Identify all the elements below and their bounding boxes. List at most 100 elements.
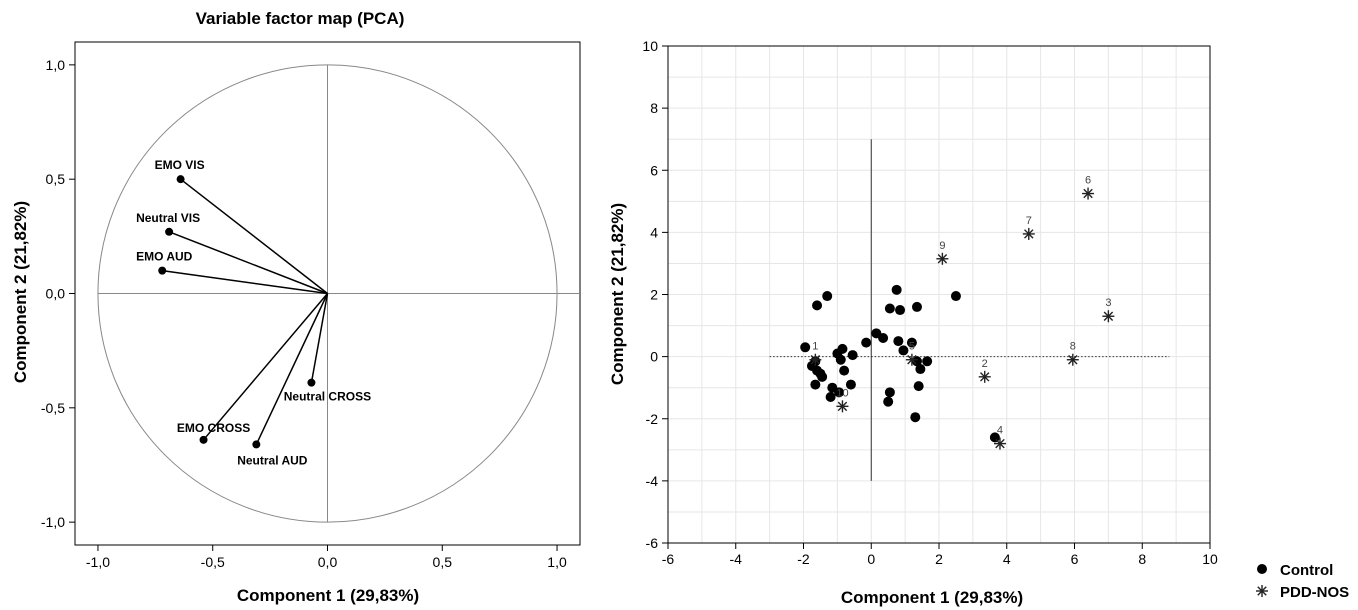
- control-point: [898, 345, 909, 356]
- control-point: [835, 354, 846, 365]
- pdd-nos-point-label: 2: [982, 358, 988, 370]
- scatter-y-tick-label: -2: [646, 411, 659, 427]
- pdd-nos-point: [1022, 227, 1035, 240]
- pca-variable-vector: [180, 178, 328, 295]
- control-point: [910, 412, 921, 423]
- control-point: [878, 332, 889, 343]
- scatter-x-tick-label: -2: [797, 551, 810, 567]
- scatter-y-tick-label: 2: [650, 287, 658, 303]
- pca-title: Variable factor map (PCA): [196, 9, 405, 28]
- pca-y-tick-label: 0,5: [46, 171, 66, 187]
- pdd-nos-point-label: 4: [997, 425, 1003, 437]
- legend: Control PDD-NOS: [1256, 562, 1349, 601]
- legend-pdd-nos-label: PDD-NOS: [1280, 584, 1349, 601]
- pdd-nos-point-label: 5: [909, 341, 915, 353]
- pca-variable-label: EMO CROSS: [177, 421, 250, 435]
- scatter-y-axis-label: Component 2 (21,82%): [608, 203, 627, 385]
- control-point: [915, 364, 926, 375]
- control-point: [822, 291, 833, 302]
- scatter-y-tick-label: -6: [646, 535, 659, 551]
- pca-variable-label: EMO VIS: [155, 158, 205, 172]
- pdd-nos-point: [836, 400, 849, 413]
- control-point: [834, 387, 845, 398]
- pdd-nos-point-label: 10: [836, 387, 848, 399]
- control-point: [950, 291, 961, 302]
- scatter-x-tick-label: 8: [1138, 551, 1146, 567]
- pdd-nos-point: [993, 437, 1006, 450]
- control-point: [800, 342, 811, 353]
- scatter-y-tick-label: 0: [650, 349, 658, 365]
- individuals-scatter-plot: Component 1 (29,83%) Component 2 (21,82%…: [608, 38, 1218, 607]
- scatter-y-tick-label: 4: [650, 224, 658, 240]
- control-point: [891, 284, 902, 295]
- pdd-nos-point: [1082, 187, 1095, 200]
- pdd-nos-point-label: 8: [1070, 341, 1076, 353]
- control-point: [893, 336, 904, 347]
- control-point: [810, 379, 821, 390]
- scatter-x-tick-label: -6: [662, 551, 675, 567]
- control-point: [847, 350, 858, 361]
- pca-variable-point: [165, 227, 174, 236]
- pca-variable-label: Neutral CROSS: [284, 390, 371, 404]
- pca-y-tick-label: 0,0: [46, 286, 66, 302]
- scatter-x-tick-label: 2: [935, 551, 943, 567]
- pca-y-tick-label: 1,0: [46, 57, 66, 73]
- pca-variable-point: [158, 266, 167, 275]
- control-point: [911, 301, 922, 312]
- pdd-nos-point: [809, 353, 822, 366]
- pca-variable-vector: [202, 293, 329, 441]
- scatter-x-axis-label: Component 1 (29,83%): [841, 588, 1023, 607]
- scatter-y-tick-label: 8: [650, 100, 658, 116]
- control-point: [906, 337, 917, 348]
- control-point: [812, 300, 823, 311]
- pca-x-axis-label: Component 1 (29,83%): [237, 586, 419, 605]
- pca-variable-point: [176, 175, 185, 184]
- pca-y-tick-label: -0,5: [41, 400, 65, 416]
- pca-variable-vector: [168, 231, 328, 295]
- pca-variable-point: [307, 378, 316, 387]
- legend-control-label: Control: [1280, 562, 1333, 579]
- pca-x-tick-label: 0,5: [433, 554, 453, 570]
- pca-x-tick-label: 1,0: [547, 554, 567, 570]
- pdd-nos-point-label: 3: [1105, 297, 1111, 309]
- pca-x-tick-label: -1,0: [86, 554, 110, 570]
- scatter-x-tick-label: -4: [730, 551, 743, 567]
- scatter-x-tick-label: 4: [1003, 551, 1011, 567]
- pdd-nos-point: [936, 252, 949, 265]
- pdd-nos-point: [905, 353, 918, 366]
- legend-control-marker: [1257, 564, 1267, 574]
- control-point: [913, 381, 924, 392]
- control-point: [989, 432, 1000, 443]
- pca-variable-label: Neutral AUD: [237, 453, 308, 467]
- control-point: [895, 305, 906, 316]
- control-point: [884, 387, 895, 398]
- pca-y-axis-label: Component 2 (21,82%): [11, 201, 30, 383]
- pca-variable-vector: [255, 293, 329, 445]
- control-point: [837, 343, 848, 354]
- pca-x-tick-label: -0,5: [201, 554, 225, 570]
- scatter-y-tick-label: -4: [646, 473, 659, 489]
- control-point: [922, 356, 933, 367]
- control-point: [884, 303, 895, 314]
- pca-x-tick-label: 0,0: [318, 554, 338, 570]
- control-point: [845, 379, 856, 390]
- control-point: [839, 365, 850, 376]
- pca-variable-vector: [162, 269, 328, 295]
- pdd-nos-point: [978, 370, 991, 383]
- control-point: [825, 392, 836, 403]
- pca-variable-point: [252, 440, 261, 449]
- pdd-nos-point-label: 6: [1085, 175, 1091, 187]
- control-point: [883, 396, 894, 407]
- pdd-nos-point-label: 9: [939, 240, 945, 252]
- pca-y-tick-label: -1,0: [41, 514, 65, 530]
- legend-pdd-nos-marker: [1256, 585, 1268, 597]
- pdd-nos-point: [1066, 353, 1079, 366]
- pdd-nos-point-label: 1: [812, 341, 818, 353]
- scatter-x-tick-label: 6: [1071, 551, 1079, 567]
- scatter-y-tick-label: 10: [642, 38, 658, 54]
- scatter-y-tick-label: 6: [650, 162, 658, 178]
- control-point: [861, 337, 872, 348]
- pca-variable-point: [199, 435, 208, 444]
- scatter-x-tick-label: 10: [1202, 551, 1218, 567]
